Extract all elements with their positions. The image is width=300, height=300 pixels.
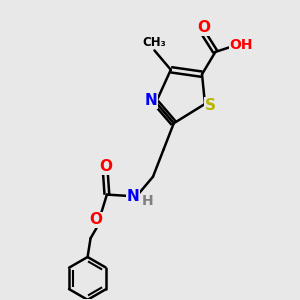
Text: H: H — [142, 194, 154, 208]
Text: O: O — [89, 212, 102, 227]
Text: N: N — [144, 94, 157, 109]
Text: OH: OH — [230, 38, 253, 52]
Text: S: S — [205, 98, 216, 113]
Text: CH₃: CH₃ — [142, 36, 166, 49]
Text: O: O — [99, 159, 112, 174]
Text: N: N — [127, 189, 140, 204]
Text: O: O — [197, 20, 210, 35]
